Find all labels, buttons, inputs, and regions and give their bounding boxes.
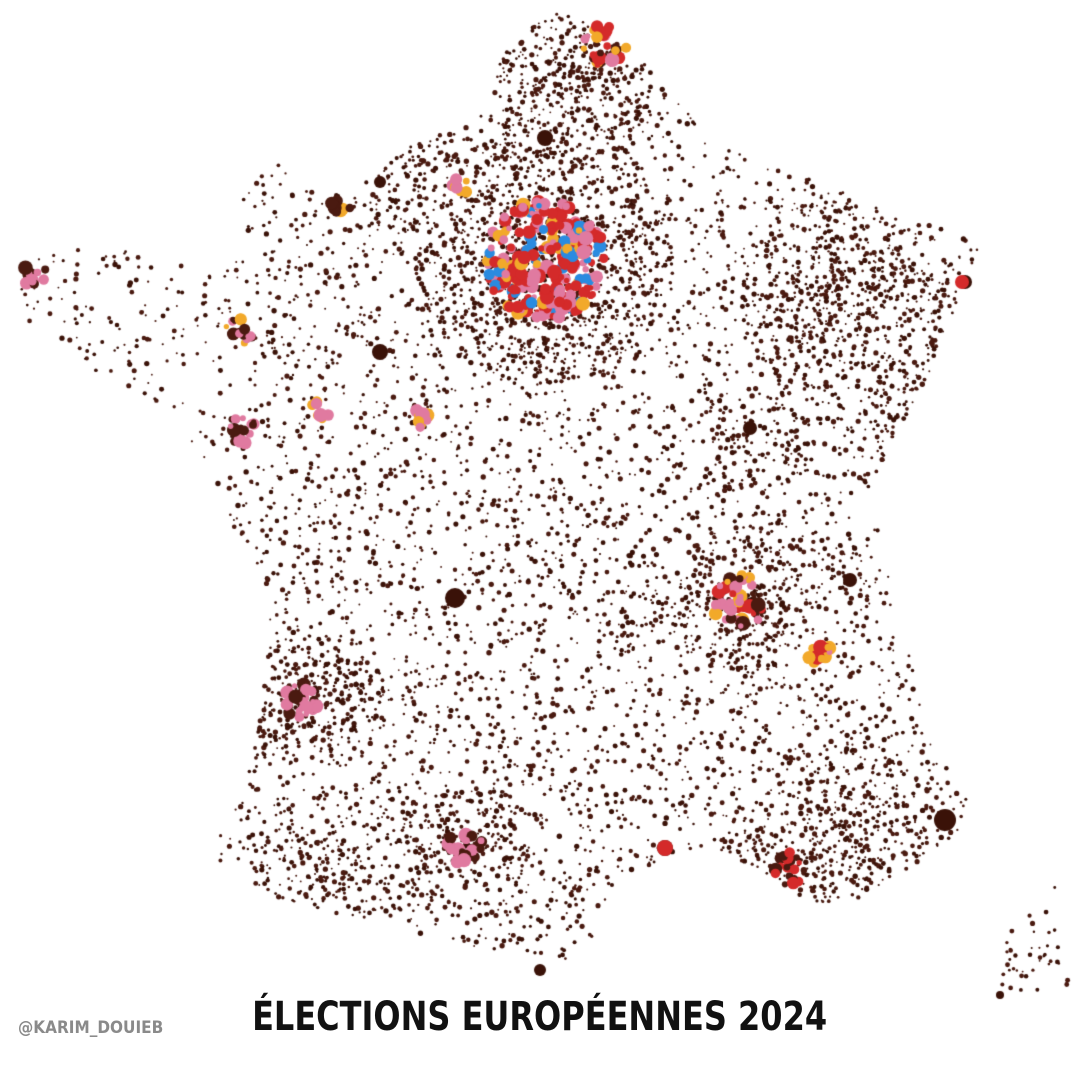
map-title: ÉLECTIONS EUROPÉENNES 2024 [252, 994, 828, 1040]
author-credit: @KARIM_DOUIEB [18, 1018, 164, 1038]
